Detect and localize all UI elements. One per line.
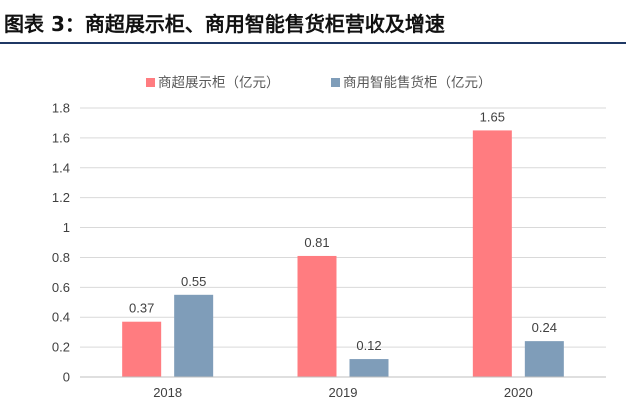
- y-axis: 0 0.2 0.4 0.6 0.8 1 1.2 1.4 1.6 1.8: [52, 101, 70, 385]
- title-divider: [0, 42, 626, 44]
- y-tick-label: 0.6: [52, 280, 70, 295]
- x-tick-label: 2020: [504, 385, 533, 400]
- y-tick-label: 1.8: [52, 101, 70, 116]
- bar-series-2-2019: [349, 359, 389, 377]
- y-tick-label: 0.2: [52, 340, 70, 355]
- data-label-series-1-2019: 0.81: [304, 235, 329, 250]
- bar-series-1-2020: [472, 130, 512, 377]
- y-tick-label: 1: [63, 220, 70, 235]
- data-labels: 0.37 0.55 0.81 0.12 1.65 0.24: [129, 109, 557, 353]
- data-label-series-1-2020: 1.65: [480, 109, 505, 124]
- bar-series-1-2019: [297, 255, 337, 377]
- y-tick-label: 1.4: [52, 160, 70, 175]
- data-label-series-2-2019: 0.12: [356, 338, 381, 353]
- x-axis: 2018 2019 2020: [80, 376, 606, 400]
- bar-chart: 商超展示柜（亿元） 商用智能售货柜（亿元） 00.20.40.60.811.21…: [52, 74, 606, 400]
- bar-series-1-2018: [122, 321, 162, 377]
- figure-title: 图表 3：商超展示柜、商用智能售货柜营收及增速: [4, 12, 445, 36]
- gridlines: [80, 107, 606, 348]
- y-tick-label: 1.6: [52, 130, 70, 145]
- legend-label-series-1: 商超展示柜（亿元）: [158, 75, 280, 91]
- data-label-series-1-2018: 0.37: [129, 301, 154, 316]
- y-tick-label: 0.8: [52, 250, 70, 265]
- y-tick-label: 0: [63, 370, 70, 385]
- x-tick-label: 2018: [153, 385, 182, 400]
- bar-series-2-2020: [524, 341, 564, 377]
- x-tick-label: 2019: [329, 385, 358, 400]
- y-tick-label: 1.2: [52, 190, 70, 205]
- y-tick-label: 0.4: [52, 310, 70, 325]
- chart-legend: 商超展示柜（亿元） 商用智能售货柜（亿元）: [146, 74, 492, 91]
- legend-swatch-series-1: [146, 78, 155, 87]
- bars: [122, 130, 564, 377]
- data-label-series-2-2020: 0.24: [532, 320, 557, 335]
- data-label-series-2-2018: 0.55: [181, 274, 206, 289]
- legend-label-series-2: 商用智能售货柜（亿元）: [343, 74, 492, 91]
- bar-series-2-2018: [174, 294, 214, 377]
- legend-swatch-series-2: [331, 78, 340, 87]
